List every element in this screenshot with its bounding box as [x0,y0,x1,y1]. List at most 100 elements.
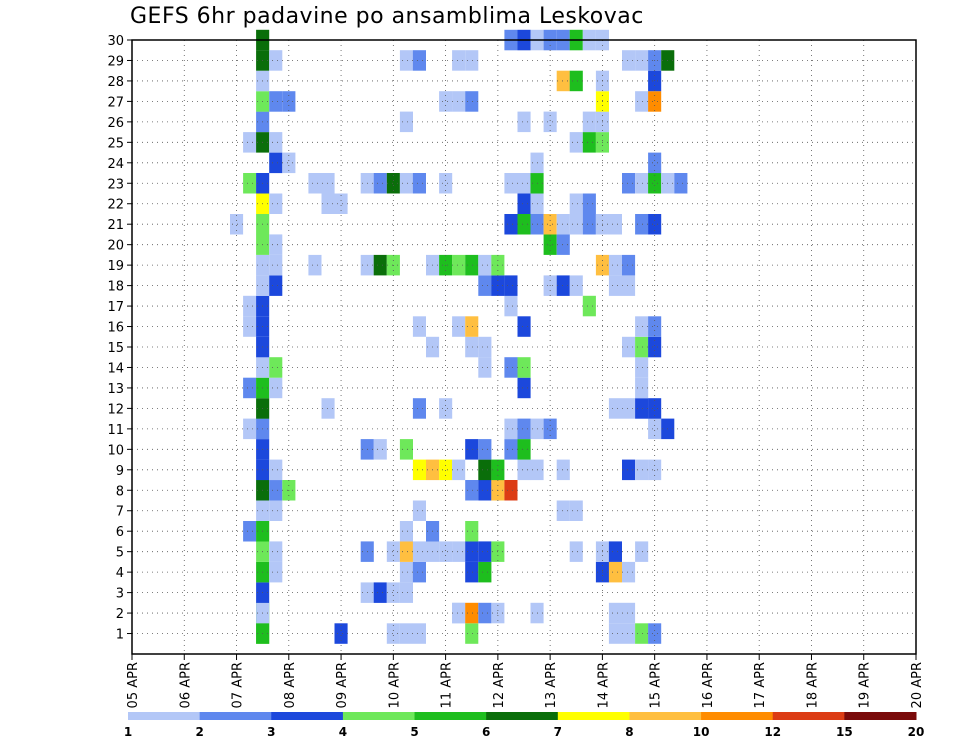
heatmap-cell [334,193,348,214]
heatmap-cell [608,398,622,419]
x-tick-label: 14 APR [596,662,611,708]
heatmap-cell [556,500,570,521]
heatmap-cell [517,459,531,481]
heatmap-cell [648,173,662,194]
colorbar-swatch [414,712,487,720]
heatmap-cell [635,214,649,235]
y-tick-label: 21 [107,218,124,233]
heatmap-cell [569,70,583,92]
colorbar-label: 4 [339,725,347,739]
heatmap-cell [386,623,400,644]
heatmap-cell [674,173,688,194]
x-axis: 05 APR 06 APR 07 APR 08 APR 09 APR 10 APR 11 A… [126,654,925,708]
heatmap-cell [452,541,466,562]
heatmap-cell [465,602,479,624]
heatmap-cell [569,275,583,296]
heatmap-cell [504,173,518,194]
heatmap-cell [478,357,492,378]
heatmap-cell [269,480,283,501]
heatmap-cell [269,132,283,153]
y-tick-label: 30 [107,34,124,49]
heatmap-cell [269,91,283,112]
y-tick-label: 25 [107,136,124,151]
heatmap-cell [399,623,413,644]
colorbar-swatch [844,712,917,720]
heatmap-cell [269,193,283,214]
heatmap-cell [622,173,636,194]
heatmap-cell [452,316,466,337]
heatmap-cell [269,254,283,276]
colorbar-label: 6 [482,725,490,739]
heatmap-cell [373,439,387,460]
heatmap-cells [230,29,688,644]
heatmap-cell [412,500,426,521]
heatmap-cell [635,336,649,358]
heatmap-cell [452,91,466,112]
x-tick-label: 20 APR [910,662,925,708]
colorbar-swatch [342,712,416,720]
heatmap-cell [452,459,466,481]
heatmap-cell [269,357,283,378]
colorbar-label: 15 [836,725,853,739]
heatmap-cell [608,254,622,276]
heatmap-cell [465,541,479,562]
colorbar-label: 10 [693,725,710,739]
y-tick-label: 5 [116,546,124,561]
heatmap-cell [648,316,662,337]
heatmap-cell [622,254,636,276]
x-tick-label: 11 APR [440,662,455,708]
heatmap-cell [635,377,649,399]
heatmap-cell [635,459,649,481]
heatmap-cell [517,377,531,399]
heatmap-cell [243,132,257,153]
y-tick-label: 20 [107,239,124,254]
colorbar-swatch [701,712,774,720]
heatmap-cell [269,50,283,71]
y-tick-label: 1 [116,628,124,643]
heatmap-cell [243,295,257,317]
heatmap-cell [582,214,596,235]
heatmap-cell [648,623,662,644]
heatmap-cell [269,275,283,296]
heatmap-cell [269,152,283,174]
heatmap-cell [569,541,583,562]
heatmap-cell [478,336,492,358]
y-tick-label: 24 [107,157,124,172]
heatmap-cell [622,398,636,419]
y-tick-label: 18 [107,280,124,295]
heatmap-cell [608,214,622,235]
x-tick-label: 09 APR [335,662,350,708]
heatmap-cell [399,561,413,583]
heatmap-cell [608,541,622,562]
x-tick-label: 08 APR [283,662,298,708]
heatmap-cell [230,214,244,235]
colorbar-label: 3 [267,725,275,739]
y-tick-label: 11 [107,423,124,438]
y-tick-label: 17 [107,300,124,315]
heatmap-cell [608,561,622,583]
heatmap-cell [622,275,636,296]
heatmap-cell [269,459,283,481]
heatmap-cell [569,214,583,235]
heatmap-cell [622,459,636,481]
x-tick-label: 18 APR [805,662,820,708]
heatmap-cell [282,91,296,112]
y-axis: 1234567891011121314151617181920212223242… [107,34,132,643]
heatmap-cell [569,193,583,214]
y-tick-label: 22 [107,198,124,213]
heatmap-cell [622,336,636,358]
heatmap-cell [373,173,387,194]
colorbar: 1 2 3 4 5 6 7 8 10 12 15 20 [124,712,924,739]
heatmap-cell [635,541,649,562]
y-tick-label: 2 [116,607,124,622]
heatmap-cell [321,193,335,214]
heatmap-cell [635,173,649,194]
heatmap-cell [439,459,453,481]
heatmap-cell [517,316,531,337]
heatmap-cell [399,173,413,194]
heatmap-cell [543,234,557,255]
heatmap-cell [439,541,453,562]
chart-title: GEFS 6hr padavine po ansamblima Leskovac [130,4,644,29]
y-tick-label: 23 [107,177,124,192]
x-tick-label: 10 APR [387,662,402,708]
